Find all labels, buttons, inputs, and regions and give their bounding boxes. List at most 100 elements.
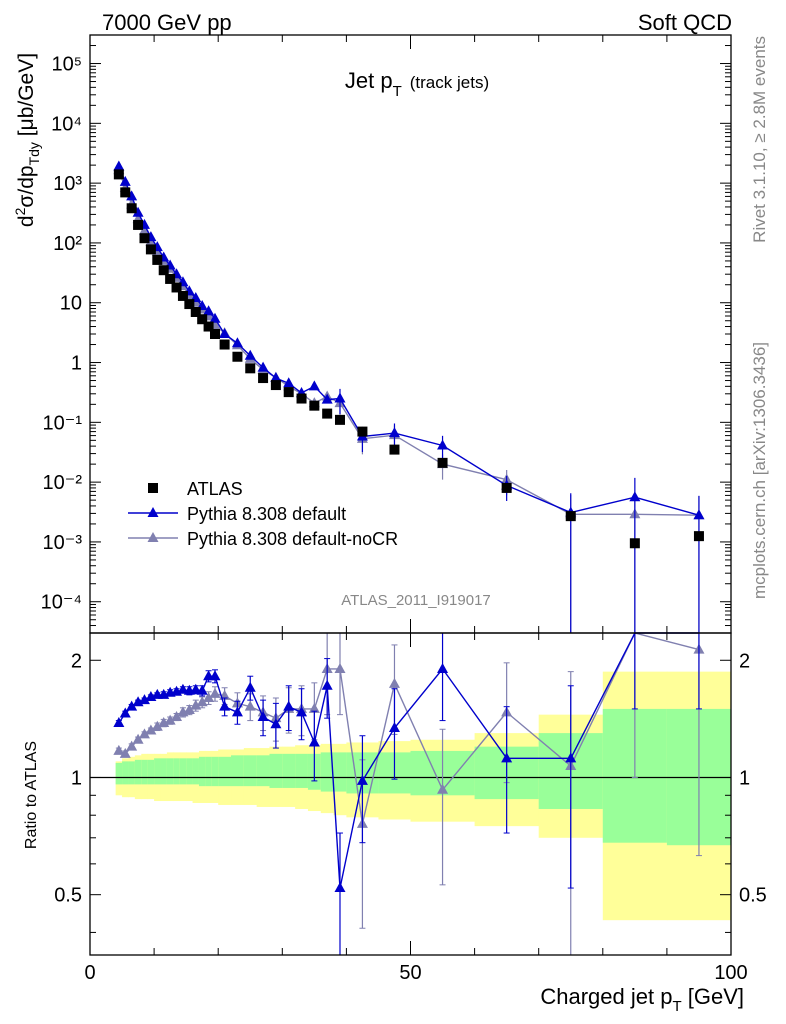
atlas-point <box>565 511 576 522</box>
series-point <box>119 175 131 186</box>
main-title-sub: T <box>393 83 402 100</box>
atlas-point <box>171 282 182 293</box>
ratio-point <box>437 662 449 673</box>
ratio-point <box>203 692 215 703</box>
ratio-point <box>270 718 282 729</box>
ratio-ytick-label-right: 0.5 <box>739 885 767 907</box>
ratio-point <box>164 714 176 725</box>
legend-marker <box>147 507 159 517</box>
band-inner-bin <box>320 752 335 792</box>
atlas-point <box>693 531 704 542</box>
series-line-2 <box>118 169 699 516</box>
atlas-point <box>113 169 124 180</box>
atlas-point <box>139 233 150 244</box>
band-inner-bin <box>333 752 347 792</box>
ratio-point <box>196 696 208 707</box>
band-inner-bin <box>122 761 129 785</box>
header-left: 7000 GeV pp <box>102 10 232 35</box>
legend: ATLAS Pythia 8.308 default Pythia 8.308 de… <box>128 479 398 549</box>
atlas-point <box>357 426 368 437</box>
atlas-point <box>184 299 195 310</box>
ratio-point <box>132 733 144 744</box>
ratio-point <box>126 700 138 711</box>
atlas-point <box>309 400 320 411</box>
legend-marker-atlas <box>148 483 158 493</box>
atlas-point <box>232 351 243 362</box>
ratio-point <box>321 679 333 690</box>
atlas-point <box>437 457 448 468</box>
atlas-point <box>209 329 220 339</box>
atlas-point <box>190 306 201 317</box>
atlas-point <box>501 482 512 493</box>
legend-label: Pythia 8.308 default <box>187 504 346 524</box>
band-inner-bin <box>256 755 270 787</box>
main-ytick-label: 10⁴ <box>51 113 82 135</box>
xlabel: Charged jet pT [GeV] <box>540 984 744 1015</box>
ratio-point <box>138 694 150 705</box>
series-point <box>113 160 125 171</box>
series-point <box>321 393 333 404</box>
ratio-ytick-label-right: 1 <box>739 767 750 789</box>
legend-label: ATLAS <box>187 479 243 499</box>
atlas-point <box>203 321 214 332</box>
band-inner-bin <box>198 756 206 787</box>
series-point <box>437 439 449 450</box>
atlas-point <box>270 380 281 391</box>
ratio-point <box>151 720 163 731</box>
ratio-point <box>334 662 346 673</box>
analysis-label: ATLAS_2011_I919017 <box>341 592 491 609</box>
uncertainty-bands <box>115 671 732 921</box>
side-text-top: Rivet 3.1.10, ≥ 2.8M events <box>750 36 769 243</box>
atlas-point <box>152 254 163 265</box>
series-point <box>270 372 282 383</box>
atlas-point <box>629 538 640 549</box>
ratio-point <box>308 702 320 713</box>
ratio-point <box>113 744 125 755</box>
band-inner-bin <box>295 753 309 788</box>
atlas-point <box>197 314 208 325</box>
band-inner-bin <box>141 759 149 785</box>
series-point <box>231 337 243 348</box>
atlas-point <box>158 265 169 276</box>
atlas-point <box>177 290 188 301</box>
atlas-point <box>133 219 144 230</box>
ratio-point <box>388 721 400 732</box>
band-inner-bin <box>166 758 174 785</box>
ratio-ytick-label: 1 <box>71 767 82 789</box>
series-point <box>257 361 269 372</box>
atlas-point <box>245 363 256 374</box>
atlas-point <box>296 393 307 404</box>
ratio-point <box>257 710 269 721</box>
band-inner-bin <box>218 756 232 787</box>
main-ylabel: d2σ/dpTdy [μb/GeV] <box>12 53 42 227</box>
ratio-ytick-label: 0.5 <box>54 885 82 907</box>
atlas-point <box>165 273 176 284</box>
main-ytick-label: 10² <box>53 233 82 255</box>
main-ytick-label: 1 <box>71 353 82 375</box>
atlas-point <box>334 414 345 425</box>
atlas-point <box>219 339 230 350</box>
series-point <box>219 328 231 338</box>
ratio-point <box>219 700 231 711</box>
ratio-point <box>177 683 189 694</box>
series-point <box>308 380 320 391</box>
ratio-ytick-label-right: 2 <box>739 650 750 672</box>
ratio-point <box>244 700 256 711</box>
ratio-point <box>356 774 368 785</box>
ratio-point <box>388 677 400 688</box>
ratio-point <box>296 706 308 717</box>
series-point <box>132 206 144 217</box>
atlas-point <box>145 244 156 255</box>
series-point <box>629 491 641 502</box>
main-title-note: (track jets) <box>410 73 489 92</box>
series-point <box>388 427 400 438</box>
ratio-point <box>119 707 131 718</box>
xtick-label: 100 <box>714 962 747 984</box>
atlas-point <box>126 203 137 214</box>
band-inner-bin <box>160 758 168 785</box>
ratio-point <box>183 704 195 715</box>
main-panel-marks <box>113 160 705 633</box>
ratio-point <box>171 710 183 721</box>
ratio-point <box>244 681 256 692</box>
